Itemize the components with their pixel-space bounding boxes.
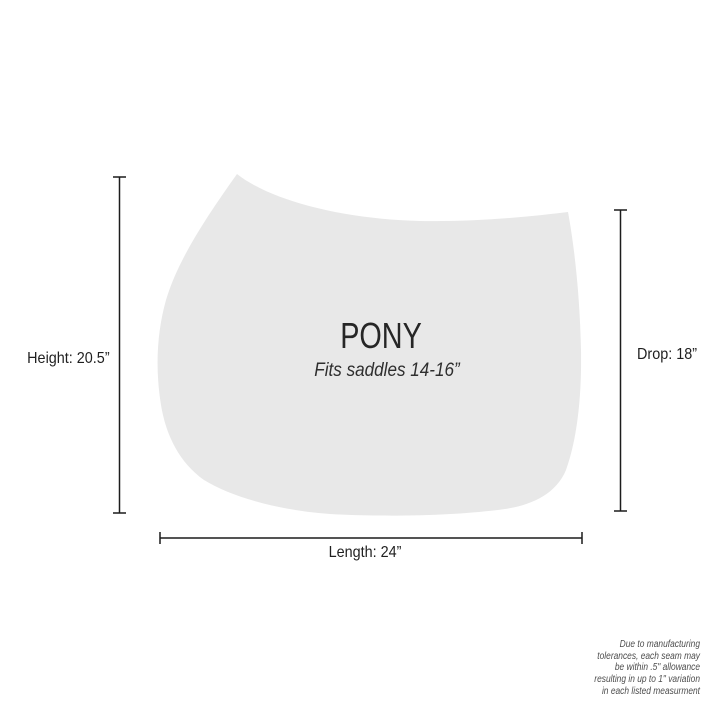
length-dimension-line (159, 532, 583, 544)
size-label: PONY (340, 315, 422, 356)
height-dimension-line (113, 176, 126, 514)
dimension-lines (113, 176, 627, 544)
drop-dimension-line (614, 209, 627, 512)
drop-label: Drop: 18” (637, 346, 698, 363)
manufacturing-disclaimer: Due to manufacturing tolerances, each se… (594, 639, 700, 697)
saddle-pad-shape (157, 174, 582, 516)
fit-note: Fits saddles 14-16” (314, 360, 460, 381)
length-label: Length: 24” (328, 544, 402, 561)
height-label: Height: 20.5” (27, 350, 110, 367)
